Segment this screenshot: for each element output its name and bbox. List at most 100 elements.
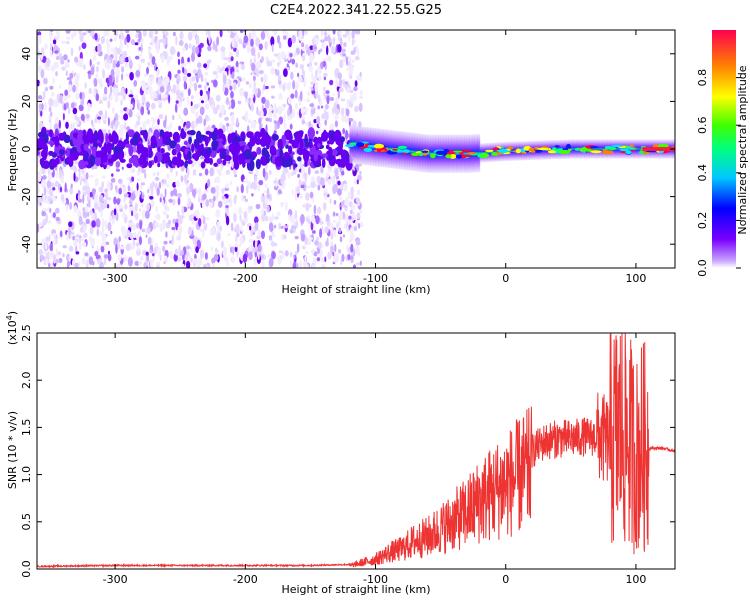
noise-speckle <box>91 188 96 195</box>
noise-speckle <box>113 208 117 216</box>
noise-speckle <box>273 242 278 247</box>
noise-band-speckle <box>183 140 188 146</box>
noise-speckle <box>168 94 171 104</box>
noise-speckle <box>187 88 191 97</box>
noise-speckle <box>74 114 78 121</box>
noise-speckle <box>89 191 93 198</box>
noise-speckle <box>268 169 272 176</box>
noise-speckle <box>126 107 130 114</box>
noise-speckle <box>55 248 59 257</box>
noise-speckle <box>88 87 92 95</box>
noise-speckle <box>37 34 42 45</box>
noise-speckle <box>59 168 63 179</box>
signal-hotspot <box>435 150 446 155</box>
noise-speckle <box>42 90 46 100</box>
noise-band-speckle <box>248 159 255 172</box>
noise-speckle <box>302 171 305 179</box>
noise-speckle <box>141 168 146 174</box>
signal-band-segment <box>456 134 460 173</box>
noise-speckle <box>283 68 288 77</box>
noise-speckle <box>161 179 164 184</box>
noise-band-speckle <box>58 149 65 155</box>
noise-band-speckle <box>297 156 302 162</box>
noise-speckle <box>98 99 103 105</box>
noise-speckle <box>90 237 96 247</box>
noise-speckle <box>251 93 254 99</box>
noise-speckle <box>226 30 232 34</box>
noise-band-speckle <box>95 150 100 158</box>
noise-speckle <box>197 187 202 197</box>
noise-speckle <box>204 93 208 104</box>
noise-speckle <box>189 77 193 86</box>
noise-speckle <box>152 253 155 257</box>
noise-speckle <box>194 82 198 92</box>
noise-speckle <box>199 106 205 116</box>
noise-speckle <box>212 228 215 236</box>
noise-speckle <box>48 263 51 268</box>
noise-band-speckle <box>222 159 227 166</box>
noise-speckle <box>145 118 150 125</box>
noise-speckle <box>329 222 333 228</box>
noise-speckle <box>351 38 355 46</box>
noise-speckle <box>273 180 278 184</box>
noise-band-speckle <box>271 134 279 141</box>
x-tick-label: 100 <box>625 573 646 586</box>
noise-speckle <box>255 37 260 47</box>
noise-speckle <box>106 42 111 48</box>
noise-band-speckle <box>63 134 71 144</box>
noise-band-speckle <box>299 139 304 151</box>
noise-speckle <box>251 30 256 39</box>
noise-speckle <box>335 72 337 79</box>
noise-speckle <box>219 225 223 232</box>
noise-speckle <box>213 253 219 262</box>
signal-hotspot <box>485 149 494 153</box>
noise-speckle <box>187 31 193 41</box>
noise-speckle <box>229 85 233 91</box>
noise-speckle <box>235 60 239 68</box>
noise-band-speckle <box>340 140 343 150</box>
noise-speckle <box>157 76 163 86</box>
noise-speckle <box>305 30 308 36</box>
noise-speckle <box>77 189 81 196</box>
noise-speckle <box>197 53 201 58</box>
noise-speckle <box>174 103 178 113</box>
noise-band-speckle <box>328 146 333 157</box>
noise-speckle <box>191 226 195 231</box>
noise-speckle <box>298 193 304 199</box>
noise-speckle <box>203 118 206 127</box>
noise-speckle <box>44 101 47 111</box>
noise-speckle <box>223 198 228 205</box>
noise-speckle <box>307 240 311 246</box>
noise-speckle <box>329 240 334 246</box>
noise-speckle <box>138 191 141 195</box>
noise-speckle <box>42 175 47 180</box>
noise-speckle <box>110 178 116 183</box>
noise-speckle <box>318 241 322 250</box>
noise-speckle <box>257 111 262 117</box>
noise-speckle <box>75 251 80 255</box>
noise-speckle <box>38 103 42 110</box>
noise-speckle <box>322 60 326 68</box>
noise-speckle <box>253 257 257 266</box>
noise-speckle <box>351 30 355 40</box>
x-tick-label: 0 <box>502 573 509 586</box>
noise-speckle <box>205 264 210 268</box>
noise-speckle <box>166 173 170 180</box>
noise-speckle <box>197 258 201 268</box>
noise-speckle <box>353 178 357 185</box>
noise-speckle <box>351 59 355 64</box>
noise-speckle <box>243 195 246 199</box>
noise-speckle <box>117 92 122 96</box>
noise-speckle <box>249 225 252 231</box>
noise-speckle <box>355 238 360 246</box>
noise-speckle <box>135 55 140 60</box>
noise-speckle <box>99 264 103 268</box>
noise-speckle <box>235 234 238 242</box>
noise-speckle <box>79 235 82 239</box>
signal-band-segment <box>510 141 514 161</box>
noise-speckle <box>226 122 230 127</box>
noise-speckle <box>300 77 303 83</box>
noise-speckle <box>94 32 98 41</box>
noise-speckle <box>41 211 46 217</box>
noise-speckle <box>109 38 113 42</box>
